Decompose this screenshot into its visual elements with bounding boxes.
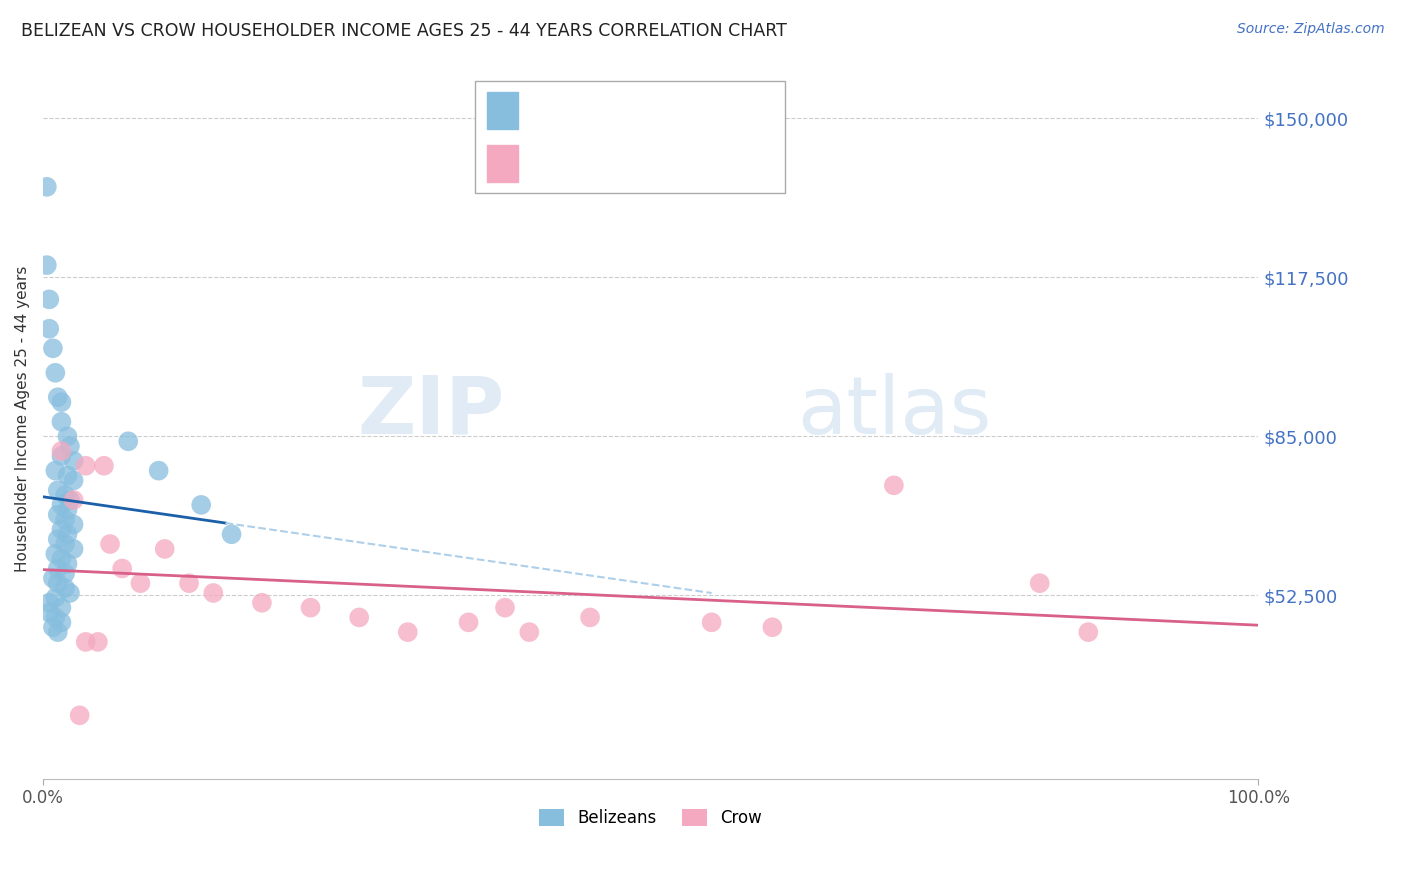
- Point: [62, 454, 84, 468]
- Point: [46, 508, 69, 522]
- Point: [457, 615, 479, 630]
- Point: [38, 606, 60, 620]
- Point: [51, 615, 73, 630]
- Point: [44, 464, 66, 478]
- Point: [129, 576, 152, 591]
- Point: [62, 493, 84, 508]
- Point: [98, 537, 121, 551]
- Point: [51, 415, 73, 429]
- Point: [177, 576, 200, 591]
- Point: [347, 610, 370, 624]
- Point: [46, 561, 69, 575]
- Point: [56, 468, 79, 483]
- Point: [579, 610, 602, 624]
- Legend: Belizeans, Crow: Belizeans, Crow: [531, 800, 770, 835]
- Point: [87, 635, 110, 649]
- Point: [1077, 625, 1099, 640]
- Point: [517, 625, 540, 640]
- Point: [117, 434, 139, 449]
- Point: [75, 635, 97, 649]
- Point: [59, 439, 82, 453]
- Text: Source: ZipAtlas.com: Source: ZipAtlas.com: [1237, 22, 1385, 37]
- Point: [44, 547, 66, 561]
- Point: [38, 596, 60, 610]
- Point: [44, 610, 66, 624]
- Point: [42, 620, 65, 634]
- Point: [56, 429, 79, 443]
- Point: [51, 600, 73, 615]
- Point: [62, 517, 84, 532]
- Point: [53, 488, 76, 502]
- Point: [51, 449, 73, 463]
- Point: [46, 576, 69, 591]
- Y-axis label: Householder Income Ages 25 - 44 years: Householder Income Ages 25 - 44 years: [15, 266, 30, 573]
- Point: [883, 478, 905, 492]
- Point: [396, 625, 419, 640]
- Point: [62, 541, 84, 556]
- Point: [38, 293, 60, 307]
- Point: [1028, 576, 1050, 591]
- Point: [148, 464, 170, 478]
- Point: [42, 571, 65, 585]
- Point: [51, 551, 73, 566]
- Point: [494, 600, 516, 615]
- Point: [42, 341, 65, 355]
- Point: [299, 600, 322, 615]
- Point: [35, 179, 58, 194]
- Point: [35, 258, 58, 272]
- Point: [202, 586, 225, 600]
- Point: [51, 395, 73, 409]
- Point: [761, 620, 783, 634]
- Point: [51, 498, 73, 512]
- Point: [111, 561, 134, 575]
- Point: [38, 322, 60, 336]
- Text: ZIP: ZIP: [357, 373, 505, 451]
- Point: [56, 503, 79, 517]
- Point: [69, 708, 91, 723]
- Point: [53, 581, 76, 595]
- Point: [53, 512, 76, 526]
- Point: [62, 474, 84, 488]
- Point: [44, 366, 66, 380]
- Point: [250, 596, 273, 610]
- Point: [56, 557, 79, 571]
- Point: [75, 458, 97, 473]
- Text: BELIZEAN VS CROW HOUSEHOLDER INCOME AGES 25 - 44 YEARS CORRELATION CHART: BELIZEAN VS CROW HOUSEHOLDER INCOME AGES…: [21, 22, 787, 40]
- Point: [53, 566, 76, 581]
- Point: [44, 591, 66, 605]
- Point: [56, 527, 79, 541]
- Point: [59, 586, 82, 600]
- Point: [51, 522, 73, 536]
- Point: [93, 458, 115, 473]
- Point: [221, 527, 243, 541]
- Text: atlas: atlas: [797, 373, 991, 451]
- Point: [153, 541, 176, 556]
- Point: [46, 532, 69, 546]
- Point: [46, 625, 69, 640]
- Point: [190, 498, 212, 512]
- Point: [53, 537, 76, 551]
- Point: [46, 390, 69, 404]
- Point: [59, 493, 82, 508]
- Point: [51, 444, 73, 458]
- Point: [700, 615, 723, 630]
- Point: [46, 483, 69, 498]
